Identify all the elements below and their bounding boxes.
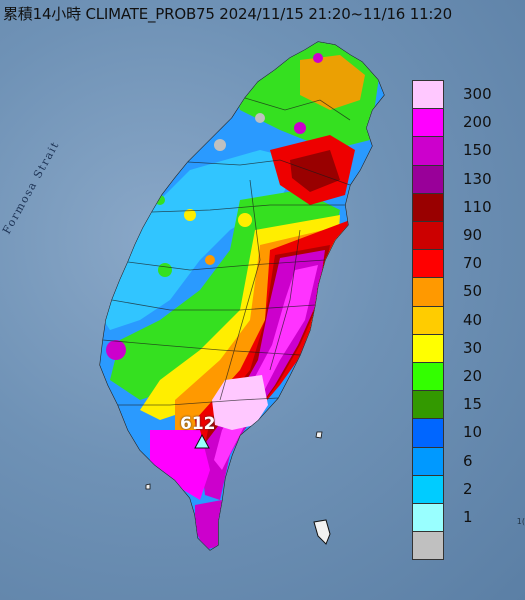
legend-label: 70: [463, 254, 483, 273]
legend-label: 130: [463, 169, 492, 188]
legend-swatch: [412, 474, 444, 504]
legend-swatch: [412, 418, 444, 448]
legend-swatch: [412, 80, 444, 110]
legend-label: 15: [463, 395, 483, 414]
peak-value-label: 612: [180, 414, 216, 434]
green-island-outline: [313, 519, 331, 545]
legend-label: 1: [463, 508, 473, 526]
legend-label: 200: [463, 113, 492, 132]
legend-swatch: [412, 221, 444, 251]
legend-label: 50: [463, 282, 483, 301]
legend-swatch: [412, 164, 444, 194]
legend-swatch: [412, 531, 444, 561]
legend-swatch: [412, 277, 444, 307]
legend-swatch: [412, 390, 444, 420]
legend-swatch: [412, 446, 444, 476]
legend-label: 6: [463, 451, 473, 470]
legend-swatch: [412, 333, 444, 363]
legend-swatch: [412, 136, 444, 166]
east-coast-islet: [315, 431, 323, 439]
peak-marker-icon: [194, 433, 210, 449]
legend-swatch: [412, 362, 444, 392]
corner-text: 1(: [516, 517, 525, 526]
legend-label: 20: [463, 367, 483, 385]
legend-label: 30: [463, 338, 483, 357]
legend-label: 150: [463, 141, 492, 160]
southwest-islet: [145, 483, 151, 490]
legend-label: 2: [463, 479, 473, 498]
legend-swatch: [412, 503, 444, 533]
legend-swatch: [412, 192, 444, 222]
legend-label: 110: [463, 197, 492, 216]
legend-label: 10: [463, 423, 483, 442]
legend-swatch: [412, 305, 444, 335]
legend-label: 40: [463, 310, 483, 329]
legend-label: 90: [463, 226, 483, 244]
legend-label: 300: [463, 85, 492, 103]
map-title: 累積14小時 CLIMATE_PROB75 2024/11/15 21:20~1…: [3, 5, 452, 23]
legend-swatch: [412, 108, 444, 138]
legend-swatch: [412, 249, 444, 279]
